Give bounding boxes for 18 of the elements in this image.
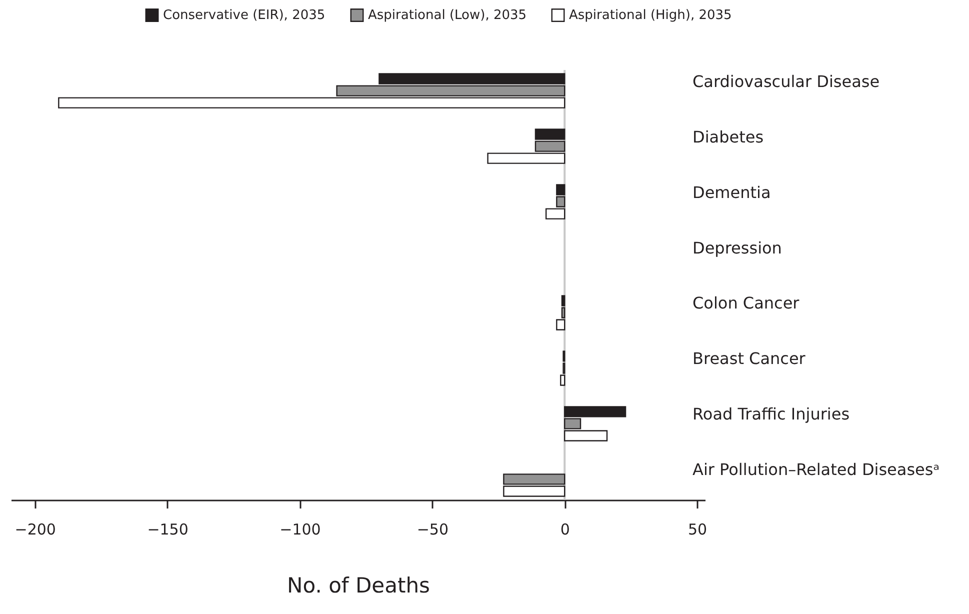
y-tick-label: Diabetes (692, 127, 764, 146)
legend-label: Aspirational (Low), 2035 (368, 8, 527, 24)
x-tick-label: −150 (147, 520, 188, 538)
y-tick-label: Road Traffic Injuries (692, 404, 850, 424)
legend-label: Conservative (EIR), 2035 (163, 8, 326, 24)
x-axis-title: No. of Deaths (287, 574, 430, 598)
x-tick-label: −200 (14, 520, 56, 538)
x-tick-label: −50 (416, 520, 448, 538)
y-tick-label: Colon Cancer (692, 294, 800, 313)
x-tick-label: 0 (560, 520, 570, 538)
x-tick-label: −100 (280, 520, 321, 538)
y-tick-label: Depression (692, 238, 782, 258)
x-tick-label: 50 (688, 520, 708, 538)
y-tick-label: Breast Cancer (692, 349, 806, 368)
y-tick-label: Dementia (692, 182, 771, 202)
y-tick-label: Air Pollution–Related Diseasesᵃ (692, 460, 940, 480)
legend-label: Aspirational (High), 2035 (569, 8, 732, 24)
y-tick-label: Cardiovascular Disease (692, 72, 880, 91)
